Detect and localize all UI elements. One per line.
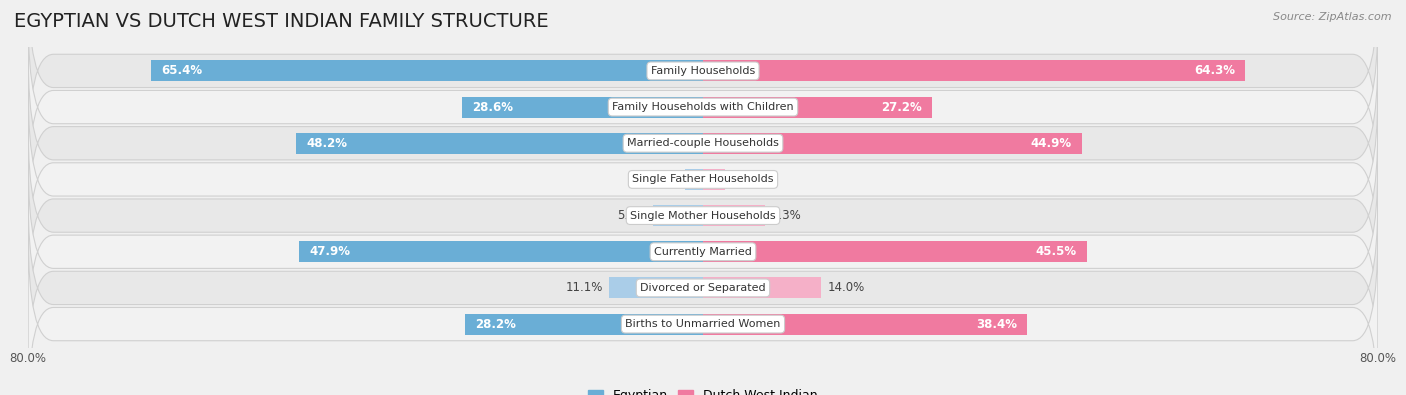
Text: 28.2%: 28.2% <box>475 318 516 331</box>
Bar <box>152 60 703 81</box>
Bar <box>703 277 821 298</box>
Text: 45.5%: 45.5% <box>1036 245 1077 258</box>
Text: 48.2%: 48.2% <box>307 137 347 150</box>
Text: Source: ZipAtlas.com: Source: ZipAtlas.com <box>1274 12 1392 22</box>
Bar <box>297 133 703 154</box>
FancyBboxPatch shape <box>28 15 1378 199</box>
Text: 38.4%: 38.4% <box>976 318 1017 331</box>
FancyBboxPatch shape <box>28 232 1378 395</box>
Bar <box>465 314 703 335</box>
Text: Currently Married: Currently Married <box>654 247 752 257</box>
FancyBboxPatch shape <box>28 0 1378 163</box>
Text: 11.1%: 11.1% <box>565 281 603 294</box>
Bar <box>461 97 703 118</box>
Text: 14.0%: 14.0% <box>828 281 865 294</box>
Legend: Egyptian, Dutch West Indian: Egyptian, Dutch West Indian <box>583 384 823 395</box>
Text: 2.1%: 2.1% <box>648 173 679 186</box>
Text: Family Households: Family Households <box>651 66 755 76</box>
Text: Single Mother Households: Single Mother Households <box>630 211 776 220</box>
FancyBboxPatch shape <box>28 124 1378 307</box>
Text: 7.3%: 7.3% <box>772 209 801 222</box>
Bar <box>703 60 1246 81</box>
Bar <box>703 169 725 190</box>
Text: Family Households with Children: Family Households with Children <box>612 102 794 112</box>
Text: 5.9%: 5.9% <box>617 209 647 222</box>
Text: Married-couple Households: Married-couple Households <box>627 138 779 148</box>
FancyBboxPatch shape <box>28 196 1378 380</box>
FancyBboxPatch shape <box>28 160 1378 344</box>
Bar <box>703 205 765 226</box>
Bar <box>654 205 703 226</box>
Bar <box>299 241 703 262</box>
Text: Divorced or Separated: Divorced or Separated <box>640 283 766 293</box>
Text: EGYPTIAN VS DUTCH WEST INDIAN FAMILY STRUCTURE: EGYPTIAN VS DUTCH WEST INDIAN FAMILY STR… <box>14 12 548 31</box>
Text: Births to Unmarried Women: Births to Unmarried Women <box>626 319 780 329</box>
Bar <box>685 169 703 190</box>
Bar <box>703 314 1026 335</box>
Bar <box>703 133 1081 154</box>
FancyBboxPatch shape <box>28 88 1378 271</box>
Bar <box>703 97 932 118</box>
Text: 27.2%: 27.2% <box>882 101 922 114</box>
Text: 65.4%: 65.4% <box>162 64 202 77</box>
Bar <box>703 241 1087 262</box>
Bar <box>609 277 703 298</box>
Text: 2.6%: 2.6% <box>731 173 762 186</box>
Text: 64.3%: 64.3% <box>1194 64 1236 77</box>
Text: Single Father Households: Single Father Households <box>633 175 773 184</box>
Text: 28.6%: 28.6% <box>472 101 513 114</box>
Text: 47.9%: 47.9% <box>309 245 350 258</box>
FancyBboxPatch shape <box>28 51 1378 235</box>
Text: 44.9%: 44.9% <box>1031 137 1071 150</box>
